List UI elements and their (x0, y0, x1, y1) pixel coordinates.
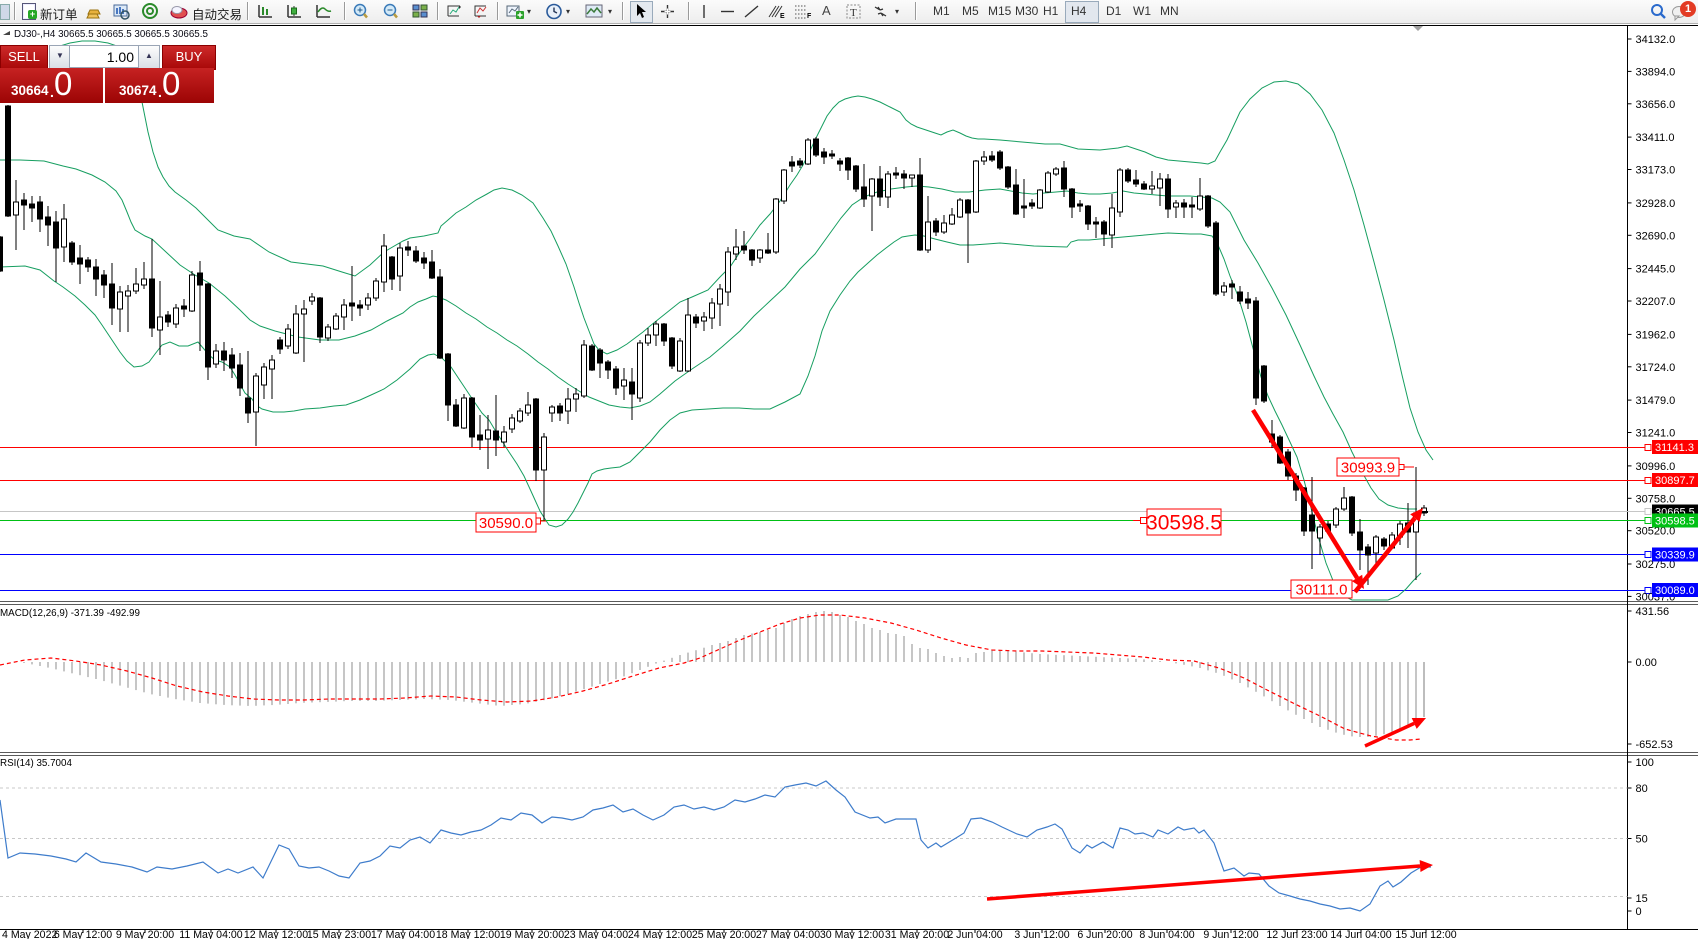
svg-text:33173.0: 33173.0 (1636, 164, 1676, 176)
svg-text:9 May 20:00: 9 May 20:00 (116, 929, 174, 939)
svg-text:25 May 20:00: 25 May 20:00 (692, 929, 756, 939)
svg-text:8 Jun 04:00: 8 Jun 04:00 (1139, 929, 1194, 939)
svg-text:23 May 04:00: 23 May 04:00 (564, 929, 628, 939)
svg-text:31141.3: 31141.3 (1655, 442, 1694, 454)
svg-text:17 May 04:00: 17 May 04:00 (371, 929, 435, 939)
svg-text:30996.0: 30996.0 (1636, 461, 1676, 473)
svg-text:6 May 12:00: 6 May 12:00 (54, 929, 112, 939)
svg-text:30598.5: 30598.5 (1146, 512, 1222, 535)
svg-text:RSI(14) 35.7004: RSI(14) 35.7004 (0, 758, 72, 769)
svg-text:15 Jun 12:00: 15 Jun 12:00 (1395, 929, 1456, 939)
svg-text:30520.0: 30520.0 (1636, 526, 1676, 538)
svg-text:2 Jun 04:00: 2 Jun 04:00 (947, 929, 1002, 939)
svg-text:T: T (850, 7, 857, 19)
svg-text:33894.0: 33894.0 (1636, 66, 1676, 78)
svg-text:E: E (780, 13, 785, 20)
svg-text:MACD(12,26,9) -371.39 -492.99: MACD(12,26,9) -371.39 -492.99 (0, 608, 140, 619)
svg-text:30111.0: 30111.0 (1296, 581, 1348, 598)
svg-text:32445.0: 32445.0 (1636, 264, 1676, 276)
svg-text:30275.0: 30275.0 (1636, 559, 1676, 571)
svg-text:9 Jun 12:00: 9 Jun 12:00 (1203, 929, 1258, 939)
svg-text:11 May 04:00: 11 May 04:00 (179, 929, 243, 939)
svg-text:14 Jun 04:00: 14 Jun 04:00 (1330, 929, 1391, 939)
svg-text:31241.0: 31241.0 (1636, 427, 1676, 439)
svg-text:30993.9: 30993.9 (1341, 459, 1395, 476)
svg-text:32690.0: 32690.0 (1636, 230, 1676, 242)
svg-text:33656.0: 33656.0 (1636, 99, 1676, 111)
svg-text:31479.0: 31479.0 (1636, 395, 1676, 407)
svg-text:33411.0: 33411.0 (1636, 132, 1675, 144)
svg-text:30339.9: 30339.9 (1655, 550, 1695, 562)
svg-text:6 Jun 20:00: 6 Jun 20:00 (1077, 929, 1132, 939)
svg-text:32928.0: 32928.0 (1636, 198, 1676, 210)
svg-text:431.56: 431.56 (1636, 606, 1670, 618)
svg-text:30590.0: 30590.0 (479, 515, 533, 532)
svg-text:31724.0: 31724.0 (1636, 362, 1676, 374)
svg-text:3 Jun 12:00: 3 Jun 12:00 (1014, 929, 1069, 939)
svg-text:30758.0: 30758.0 (1636, 493, 1676, 505)
svg-text:F: F (807, 13, 812, 20)
svg-text:31962.0: 31962.0 (1636, 329, 1676, 341)
svg-text:19 May 20:00: 19 May 20:00 (500, 929, 564, 939)
svg-text:27 May 04:00: 27 May 04:00 (756, 929, 820, 939)
svg-text:30897.7: 30897.7 (1655, 475, 1695, 487)
svg-text:30089.0: 30089.0 (1655, 585, 1695, 597)
svg-text:18 May 12:00: 18 May 12:00 (436, 929, 500, 939)
svg-text:12 Jun 23:00: 12 Jun 23:00 (1266, 929, 1327, 939)
svg-text:30 May 12:00: 30 May 12:00 (820, 929, 884, 939)
svg-text:15: 15 (1636, 893, 1648, 905)
svg-text:100: 100 (1636, 757, 1654, 769)
svg-text:34132.0: 34132.0 (1636, 34, 1676, 46)
svg-text:32207.0: 32207.0 (1636, 296, 1676, 308)
svg-text:30598.5: 30598.5 (1655, 516, 1695, 528)
svg-text:12 May 12:00: 12 May 12:00 (244, 929, 308, 939)
svg-text:DJ30-,H4 30665.5 30665.5 3066: DJ30-,H4 30665.5 30665.5 30665.5 30665.5 (14, 29, 208, 40)
svg-text:80: 80 (1636, 783, 1648, 795)
svg-text:24 May 12:00: 24 May 12:00 (628, 929, 692, 939)
svg-text:-652.53: -652.53 (1636, 739, 1673, 751)
svg-text:31 May 20:00: 31 May 20:00 (885, 929, 949, 939)
svg-text:50: 50 (1636, 833, 1648, 845)
svg-text:15 May 23:00: 15 May 23:00 (307, 929, 371, 939)
svg-text:0.00: 0.00 (1636, 657, 1657, 669)
svg-text:4 May 2022: 4 May 2022 (2, 929, 57, 939)
svg-text:0: 0 (1636, 906, 1642, 918)
